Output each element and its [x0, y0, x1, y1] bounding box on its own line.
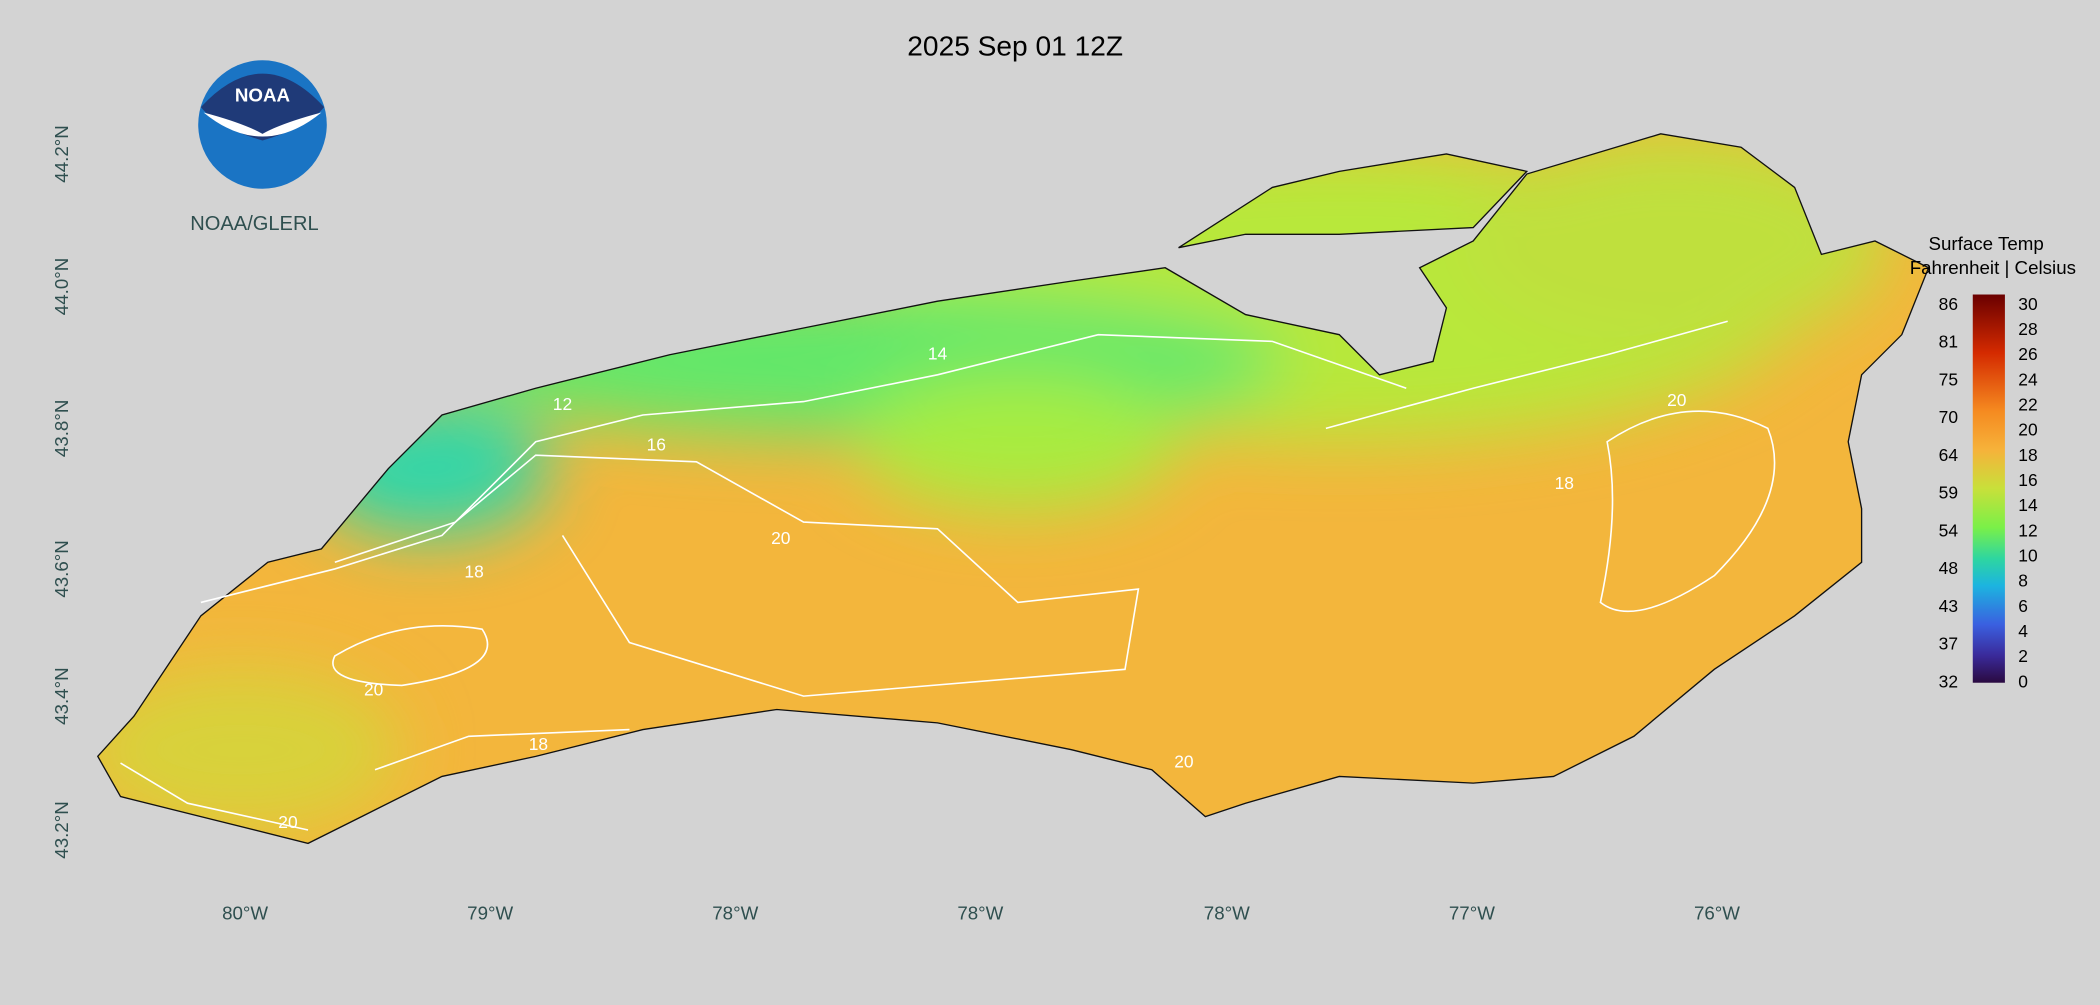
fahrenheit-label: 81: [1939, 332, 1958, 352]
fahrenheit-label: 75: [1939, 369, 1958, 389]
longitude-label: 78°W: [957, 902, 1003, 923]
legend-subtitle: Fahrenheit | Celsius: [1910, 257, 2076, 278]
longitude-label: 80°W: [222, 902, 268, 923]
celsius-label: 2: [2018, 646, 2028, 666]
longitude-label: 77°W: [1449, 902, 1495, 923]
contour-label: 16: [647, 434, 666, 454]
celsius-label: 18: [2018, 445, 2037, 465]
latitude-label: 43.8°N: [51, 400, 72, 457]
contour-label: 18: [529, 734, 548, 754]
celsius-label: 14: [2018, 495, 2038, 515]
contour-label: 20: [364, 679, 383, 699]
fahrenheit-label: 64: [1939, 445, 1959, 465]
fahrenheit-label: 32: [1939, 671, 1958, 691]
celsius-label: 20: [2018, 420, 2037, 440]
fahrenheit-label: 86: [1939, 294, 1958, 314]
longitude-label: 78°W: [1204, 902, 1250, 923]
celsius-label: 12: [2018, 520, 2037, 540]
fahrenheit-label: 54: [1939, 520, 1959, 540]
longitude-label: 76°W: [1694, 902, 1740, 923]
logo-text: NOAA: [235, 84, 291, 105]
contour-label: 12: [553, 394, 572, 414]
logo-caption: NOAA/GLERL: [190, 213, 318, 235]
longitude-label: 79°W: [467, 902, 513, 923]
celsius-label: 4: [2018, 621, 2028, 641]
latitude-label: 44.0°N: [51, 258, 72, 315]
celsius-label: 8: [2018, 571, 2028, 591]
celsius-label: 6: [2018, 596, 2028, 616]
longitude-label: 78°W: [712, 902, 758, 923]
latitude-label: 43.2°N: [51, 801, 72, 858]
latitude-label: 43.6°N: [51, 540, 72, 597]
contour-label: 18: [1555, 473, 1574, 493]
contour-label: 18: [464, 562, 483, 582]
colorbar: [1972, 294, 2005, 683]
celsius-label: 30: [2018, 294, 2037, 314]
contour-label: 20: [278, 812, 297, 832]
fahrenheit-label: 48: [1939, 558, 1958, 578]
fahrenheit-label: 43: [1939, 596, 1958, 616]
celsius-label: 10: [2018, 545, 2037, 565]
title: 2025 Sep 01 12Z: [907, 31, 1123, 62]
legend-title: Surface Temp: [1929, 233, 2044, 254]
contour-label: 20: [1667, 390, 1686, 410]
latitude-label: 44.2°N: [51, 125, 72, 182]
contour-label: 14: [928, 343, 948, 363]
fahrenheit-label: 70: [1939, 407, 1958, 427]
contours: [120, 320, 1776, 831]
fahrenheit-label: 59: [1939, 483, 1958, 503]
latitude-label: 43.4°N: [51, 667, 72, 724]
celsius-label: 24: [2018, 369, 2038, 389]
shoreline: [96, 133, 1930, 845]
contour-label: 20: [771, 528, 790, 548]
celsius-label: 26: [2018, 344, 2037, 364]
celsius-label: 16: [2018, 470, 2037, 490]
celsius-label: 0: [2018, 671, 2028, 691]
noaa-logo: [198, 60, 327, 189]
celsius-label: 28: [2018, 319, 2037, 339]
celsius-label: 22: [2018, 394, 2037, 414]
fahrenheit-label: 37: [1939, 634, 1958, 654]
contour-label: 20: [1174, 752, 1193, 772]
